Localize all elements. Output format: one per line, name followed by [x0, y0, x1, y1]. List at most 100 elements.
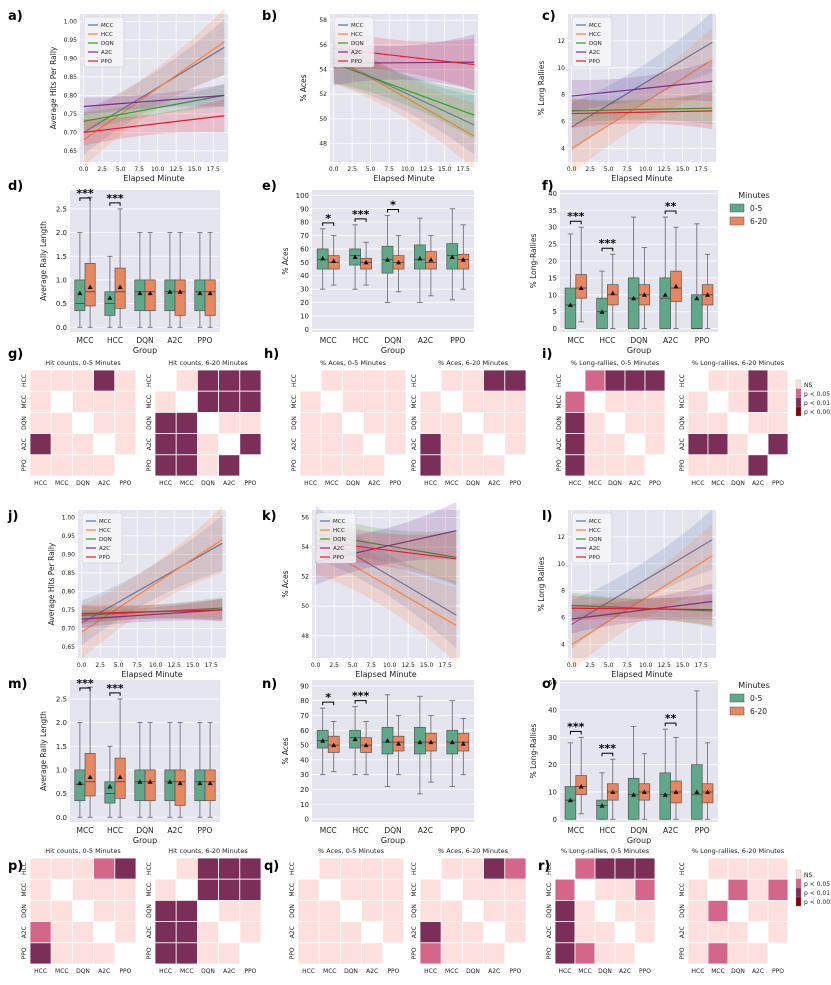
heatmap-cell — [624, 390, 646, 413]
x-tick-label: 0.0 — [567, 166, 577, 173]
heatmap-y-label: MCC — [289, 883, 296, 897]
heatmap-x-label: MCC — [323, 968, 337, 975]
confidence-band-dqn — [333, 44, 475, 140]
heatmap-cell — [504, 369, 527, 392]
y-tick-label: 20 — [548, 258, 557, 266]
box — [564, 287, 577, 329]
y-tick-label: 0 — [305, 816, 309, 824]
x-tick-label: 17.5 — [695, 662, 709, 669]
heatmap-y-label: HCC — [411, 374, 418, 387]
x-tick-label: 17.5 — [695, 166, 709, 173]
box-chart-d: 0.0 0.5 1.0 1.5 2.0 2.5 MCC HCC DQN A2C PPO *** *** G… — [8, 179, 220, 355]
heatmap-cell — [634, 857, 656, 880]
x-axis-label: Group — [381, 836, 405, 845]
heatmap-cell — [747, 433, 769, 456]
heatmap-title: % Aces, 6-20 Minutes — [438, 847, 509, 855]
heatmap-x-label: HCC — [569, 480, 582, 487]
heatmap-cell — [361, 900, 384, 923]
y-tick-label: 70 — [300, 232, 309, 240]
heatmap-cell — [614, 857, 636, 880]
x-tick-label: 12.5 — [658, 662, 672, 669]
y-tick-label: 0.70 — [64, 129, 78, 136]
heatmap-x-label: MCC — [578, 968, 592, 975]
y-tick-label: 1.0 — [56, 766, 67, 774]
y-tick-label: 4 — [561, 642, 565, 649]
x-tick-label: 10.0 — [149, 662, 163, 669]
heatmap-cell — [341, 454, 364, 477]
heatmap-cell — [727, 921, 749, 944]
heatmap-cell — [483, 878, 506, 901]
legend: MCC HCC DQN A2C PPO — [333, 16, 375, 68]
heatmap-x-label: HCC — [424, 480, 437, 487]
heatmap-y-label: MCC — [556, 395, 563, 409]
heatmap-x-label: A2C — [488, 480, 500, 487]
heatmap-q-1: % Aces, 6-20 Minutes HCC MCC DQN A2C PPO HCC MC… — [411, 847, 527, 975]
regression-line-a2c — [571, 600, 713, 620]
heatmap-cell — [384, 454, 407, 477]
mean-marker — [352, 736, 358, 742]
legend-label: HCC — [101, 32, 113, 38]
heatmap-cell — [483, 900, 506, 923]
box — [204, 769, 216, 802]
regression-line-hcc — [83, 41, 225, 141]
mean-marker — [610, 789, 616, 794]
x-tick-label: A2C — [418, 336, 433, 345]
heatmap-y-label: MCC — [21, 883, 28, 897]
heatmap-y-label: A2C — [679, 926, 686, 938]
heatmap-y-label: MCC — [146, 883, 153, 897]
heatmap-x-label: PPO — [387, 968, 399, 975]
heatmap-cell — [318, 857, 341, 880]
legend: MCC HCC DQN A2C PPO — [81, 512, 123, 564]
heatmap-y-label: PPO — [411, 947, 418, 959]
box — [134, 279, 146, 312]
heatmap-r-0: % Long-rallies, 0-5 Minutes HCC MCC DQN A2C P… — [546, 847, 656, 975]
mean-marker — [705, 292, 711, 297]
heatmap-cell — [339, 942, 362, 965]
heatmap-cell — [175, 369, 198, 392]
heatmap-x-label: DQN — [76, 968, 90, 975]
heatmap-cell — [218, 454, 241, 477]
heatmap-x-label: HCC — [692, 968, 705, 975]
y-tick-label: 15 — [548, 274, 557, 282]
x-tick-label: 17.5 — [457, 166, 471, 173]
y-tick-label: 1.0 — [56, 276, 67, 284]
heatmap-cell — [554, 942, 576, 965]
confidence-band-dqn — [571, 92, 713, 125]
significance-bracket — [569, 220, 582, 225]
heatmap-cell — [634, 942, 656, 965]
heatmap-x-label: DQN — [201, 480, 215, 487]
heatmap-x-label: HCC — [34, 968, 47, 975]
heatmap-cell — [175, 411, 198, 434]
x-tick-label: DQN — [384, 336, 401, 345]
heatmap-x-label: HCC — [34, 480, 47, 487]
heatmap-title: Hit counts, 6-20 Minutes — [168, 847, 248, 855]
heatmap-x-label: MCC — [445, 968, 459, 975]
heatmap-cell — [747, 900, 769, 923]
heatmap-y-label: A2C — [411, 438, 418, 450]
heatmap-cell — [727, 369, 749, 392]
legend-label: PPO — [99, 555, 111, 561]
heatmap-cell — [239, 921, 262, 944]
heatmap-cell — [483, 921, 506, 944]
heatmap-h-0: % Aces, 0-5 Minutes HCC MCC DQN A2C PPO HCC MCC… — [291, 359, 407, 487]
significance-bracket — [109, 202, 121, 206]
heatmap-cell — [196, 878, 219, 901]
heatmap-cell — [604, 454, 626, 477]
y-tick-label: 0.80 — [62, 588, 76, 595]
y-tick-label: 2.0 — [56, 229, 67, 237]
heatmap-y-label: A2C — [679, 438, 686, 450]
heatmap-cell — [361, 921, 384, 944]
heatmap-y-label: MCC — [21, 395, 28, 409]
heatmap-title: Hit counts, 0-5 Minutes — [45, 359, 121, 367]
x-tick-label: 2.5 — [585, 662, 595, 669]
x-tick-label: MCC — [77, 826, 94, 835]
heatmap-cell — [707, 900, 729, 923]
heatmap-cell — [384, 369, 407, 392]
heatmap-cell — [50, 433, 73, 456]
regression-line-ppo — [81, 609, 223, 615]
heatmap-y-label: A2C — [146, 926, 153, 938]
significance-stars: *** — [567, 210, 585, 223]
legend-swatch — [795, 896, 802, 907]
heatmap-x-label: A2C — [619, 968, 631, 975]
heatmap-cell — [154, 454, 177, 477]
